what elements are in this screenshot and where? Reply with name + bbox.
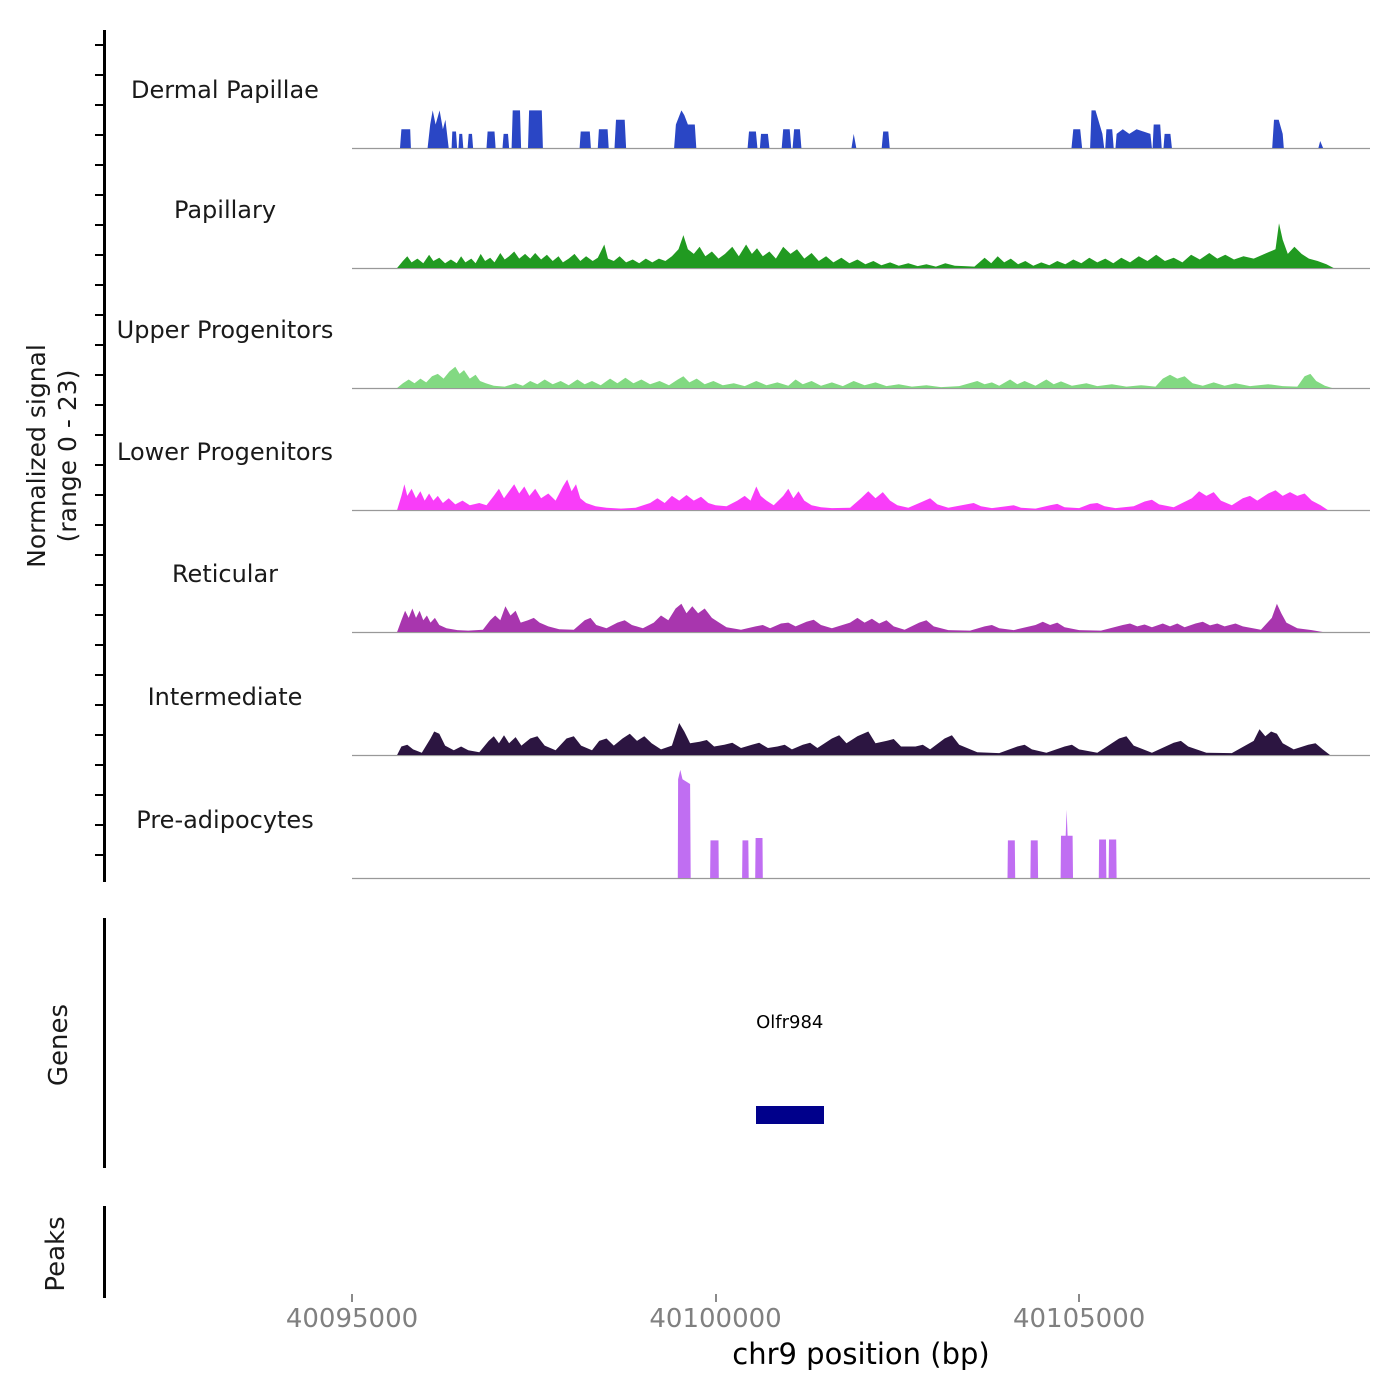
track-label-pre-adipocytes: Pre-adipocytes	[136, 806, 314, 834]
track-label-intermediate: Intermediate	[147, 683, 303, 711]
track-area	[352, 769, 1370, 878]
peaks-section-label: Peaks	[41, 1216, 71, 1292]
x-axis-title: chr9 position (bp)	[732, 1337, 990, 1371]
x-tick-mark	[714, 1294, 717, 1302]
signal-axis-spine	[103, 30, 106, 882]
track-area	[352, 723, 1370, 755]
gene-body-glyph[interactable]	[755, 1106, 824, 1124]
track-area	[352, 110, 1370, 148]
track-signal-reticular	[352, 603, 1370, 634]
y-axis-label: Normalized signal (range 0 - 23)	[21, 176, 83, 736]
track-area	[352, 603, 1370, 632]
track-label-reticular: Reticular	[171, 560, 279, 588]
genes-axis-spine	[103, 918, 106, 1168]
track-label-lower-progenitors: Lower Progenitors	[117, 438, 333, 466]
track-area	[352, 479, 1370, 510]
track-signal-intermediate	[352, 723, 1370, 757]
peaks-axis-spine	[103, 1206, 106, 1298]
track-label-upper-progenitors: Upper Progenitors	[116, 316, 334, 344]
x-tick-label: 40095000	[285, 1304, 419, 1334]
track-area	[352, 223, 1370, 268]
x-tick-label: 40105000	[1012, 1304, 1146, 1334]
y-axis-label-line2: (range 0 - 23)	[53, 369, 82, 543]
track-signal-dermal-papillae	[352, 110, 1370, 150]
y-axis-label-line1: Normalized signal	[22, 344, 51, 568]
x-tick-mark	[351, 1294, 353, 1302]
track-label-papillary: Papillary	[173, 196, 277, 224]
genes-section-label: Genes	[44, 1003, 74, 1087]
track-signal-papillary	[352, 223, 1370, 270]
track-label-dermal-papillae: Dermal Papillae	[131, 76, 319, 104]
track-signal-lower-progenitors	[352, 479, 1370, 512]
track-area	[352, 366, 1370, 388]
track-signal-upper-progenitors	[352, 366, 1370, 390]
track-signal-pre-adipocytes	[352, 769, 1370, 880]
x-tick-mark	[1078, 1294, 1081, 1302]
x-tick-label: 40100000	[649, 1304, 782, 1334]
signal-axis-ticks	[95, 44, 103, 882]
gene-name-label: Olfr984	[756, 1012, 824, 1033]
